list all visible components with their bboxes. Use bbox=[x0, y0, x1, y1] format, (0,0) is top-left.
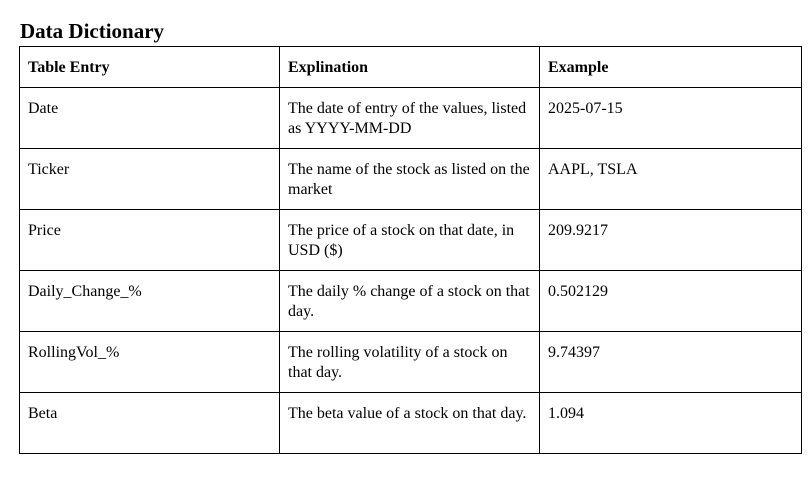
table-row: RollingVol_% The rolling volatility of a… bbox=[19, 331, 802, 393]
explanation-cell: The name of the stock as listed on the m… bbox=[279, 148, 540, 210]
example-cell: 1.094 bbox=[539, 392, 802, 454]
page-title: Data Dictionary bbox=[20, 19, 165, 43]
column-header-example: Example bbox=[539, 46, 802, 88]
table-row: Price The price of a stock on that date,… bbox=[19, 209, 802, 271]
explanation-cell: The rolling volatility of a stock on tha… bbox=[279, 331, 540, 393]
table-entry-cell: Daily_Change_% bbox=[19, 270, 280, 332]
table-row: Ticker The name of the stock as listed o… bbox=[19, 148, 802, 210]
table-row: Daily_Change_% The daily % change of a s… bbox=[19, 270, 802, 332]
explanation-cell: The price of a stock on that date, in US… bbox=[279, 209, 540, 271]
example-cell: 0.502129 bbox=[539, 270, 802, 332]
data-dictionary-table: Table Entry Explination Example Date The… bbox=[19, 46, 802, 454]
table-entry-cell: Date bbox=[19, 87, 280, 149]
explanation-cell: The beta value of a stock on that day. bbox=[279, 392, 540, 454]
example-cell: AAPL, TSLA bbox=[539, 148, 802, 210]
table-entry-cell: Beta bbox=[19, 392, 280, 454]
table-entry-cell: RollingVol_% bbox=[19, 331, 280, 393]
table-row: Date The date of entry of the values, li… bbox=[19, 87, 802, 149]
table-entry-cell: Ticker bbox=[19, 148, 280, 210]
example-cell: 2025-07-15 bbox=[539, 87, 802, 149]
example-cell: 9.74397 bbox=[539, 331, 802, 393]
table-header-row: Table Entry Explination Example bbox=[19, 46, 802, 88]
example-cell: 209.9217 bbox=[539, 209, 802, 271]
explanation-cell: The date of entry of the values, listed … bbox=[279, 87, 540, 149]
explanation-cell: The daily % change of a stock on that da… bbox=[279, 270, 540, 332]
table-entry-cell: Price bbox=[19, 209, 280, 271]
column-header-explination: Explination bbox=[279, 46, 540, 88]
table-row: Beta The beta value of a stock on that d… bbox=[19, 392, 802, 454]
column-header-table-entry: Table Entry bbox=[19, 46, 280, 88]
